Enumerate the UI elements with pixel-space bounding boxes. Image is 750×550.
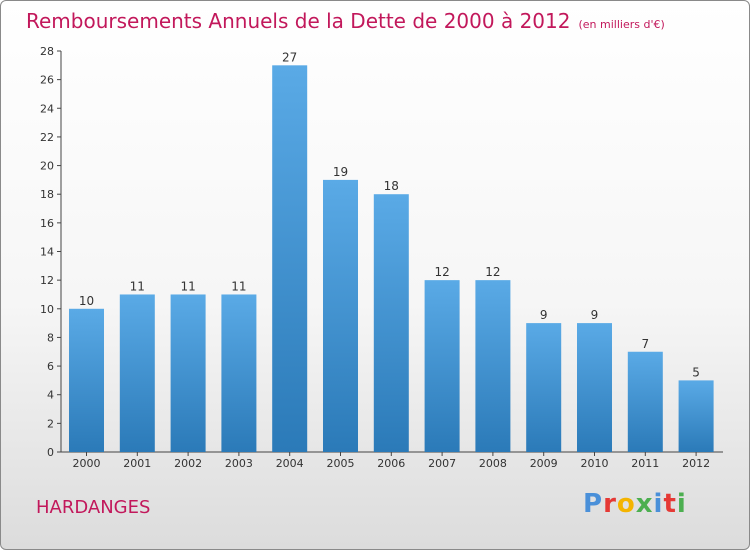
place-name: HARDANGES (36, 497, 151, 518)
y-tick-label: 14 (40, 246, 54, 259)
bar-value-label: 27 (282, 50, 297, 64)
bar-value-label: 19 (333, 165, 348, 179)
logo-letter: r (603, 489, 617, 519)
y-tick-label: 12 (40, 274, 54, 287)
x-tick-label: 2010 (581, 457, 609, 470)
x-tick-label: 2004 (276, 457, 304, 470)
bar-value-label: 18 (384, 179, 399, 193)
logo-letter: t (663, 489, 677, 519)
x-tick-label: 2000 (73, 457, 101, 470)
bar-value-label: 10 (79, 294, 94, 308)
bar-2004 (272, 65, 308, 453)
x-tick-label: 2005 (327, 457, 355, 470)
y-tick-label: 24 (40, 102, 54, 115)
bar-value-label: 5 (692, 365, 700, 379)
logo-letter: o (616, 489, 636, 519)
x-tick-label: 2007 (428, 457, 456, 470)
chart-title: Remboursements Annuels de la Dette de 20… (26, 9, 665, 33)
logo-letter: i (653, 489, 664, 519)
y-tick-label: 26 (40, 74, 54, 87)
bar-2001 (119, 294, 155, 452)
bar-2008 (475, 280, 511, 452)
y-tick-label: 2 (47, 417, 54, 430)
bar-2003 (221, 294, 257, 452)
bar-value-label: 7 (641, 337, 649, 351)
y-tick-label: 6 (47, 360, 54, 373)
x-tick-label: 2001 (123, 457, 151, 470)
bar-2007 (424, 280, 460, 452)
bar-value-label: 9 (540, 308, 548, 322)
logo-letter: x (635, 489, 654, 519)
x-tick-label: 2011 (631, 457, 659, 470)
bars: 10 2000 11 2001 11 2002 11 2003 27 2004 19 2005 18 20… (69, 50, 714, 470)
y-tick-label: 10 (40, 303, 54, 316)
x-tick-label: 2008 (479, 457, 507, 470)
logo-letter: P (583, 489, 604, 519)
x-tick-label: 2006 (377, 457, 405, 470)
bar-2010 (577, 323, 612, 452)
bar-value-label: 11 (231, 279, 246, 293)
bar-value-label: 12 (434, 265, 449, 279)
bar-2002 (170, 294, 206, 452)
bar-2000 (69, 308, 104, 452)
y-tick-label: 28 (40, 45, 54, 58)
chart-subtitle: (en milliers d'€) (578, 18, 665, 31)
y-tick-label: 4 (47, 389, 54, 402)
chart-title-text: Remboursements Annuels de la Dette de 20… (26, 9, 571, 33)
y-tick-label: 0 (47, 446, 54, 459)
y-tick-label: 20 (40, 160, 54, 173)
proxiti-logo[interactable]: Proxiti (583, 489, 687, 519)
bar-value-label: 11 (180, 279, 195, 293)
bar-value-label: 11 (130, 279, 145, 293)
bar-2006 (373, 194, 409, 452)
y-tick-label: 16 (40, 217, 54, 230)
y-tick-label: 8 (47, 331, 54, 344)
bar-2005 (323, 179, 358, 452)
x-tick-label: 2003 (225, 457, 253, 470)
bar-2009 (526, 323, 562, 452)
x-tick-label: 2002 (174, 457, 202, 470)
bar-2011 (627, 351, 663, 452)
bar-2012 (678, 380, 714, 452)
y-tick-label: 22 (40, 131, 54, 144)
x-tick-label: 2012 (682, 457, 710, 470)
x-tick-label: 2009 (530, 457, 558, 470)
logo-letter: i (676, 489, 687, 519)
bar-value-label: 12 (485, 265, 500, 279)
y-tick-label: 18 (40, 188, 54, 201)
bar-value-label: 9 (591, 308, 599, 322)
